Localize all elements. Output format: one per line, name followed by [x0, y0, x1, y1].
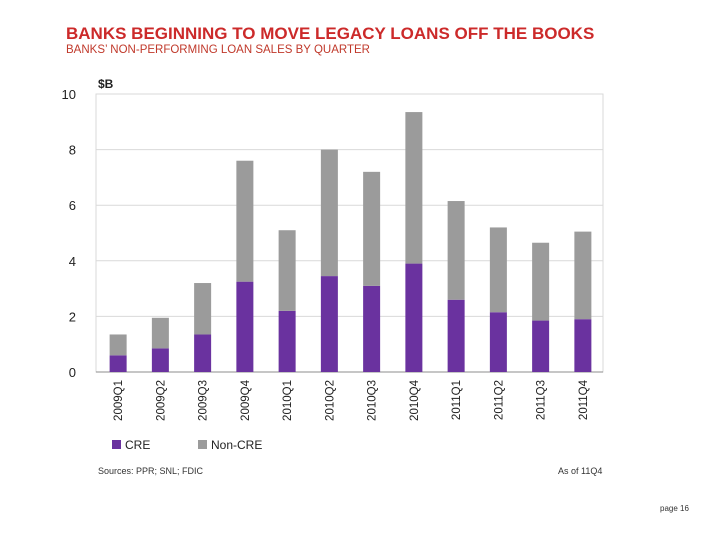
bar-cre [447, 299, 465, 372]
y-tick-label: 4 [69, 254, 76, 269]
page-subtitle: BANKS’ NON-PERFORMING LOAN SALES BY QUAR… [66, 44, 370, 56]
page-title: BANKS BEGINNING TO MOVE LEGACY LOANS OFF… [66, 24, 595, 43]
x-tick-label: 2011Q2 [493, 380, 505, 420]
bar-noncre [109, 334, 127, 356]
bar-noncre [532, 242, 550, 321]
bar-cre [405, 263, 423, 372]
legend-label-cre: CRE [125, 438, 150, 452]
bar-noncre [405, 112, 423, 264]
bar-noncre [236, 160, 254, 282]
plot-frame [95, 93, 604, 373]
chart-grid [95, 93, 604, 373]
y-tick-label: 0 [69, 365, 76, 380]
bar-cre [151, 348, 169, 372]
legend-label-noncre: Non-CRE [211, 438, 262, 452]
bar-noncre [320, 149, 338, 277]
x-tick-label: 2011Q4 [578, 379, 590, 420]
page-number: page 16 [660, 504, 689, 513]
bar-cre [574, 319, 592, 372]
x-tick-label: 2010Q1 [282, 380, 294, 421]
as-of-note: As of 11Q4 [558, 466, 603, 476]
chart-legend: CRE Non-CRE [112, 438, 262, 452]
y-tick-label: 10 [62, 87, 76, 102]
y-tick-label: 2 [69, 309, 76, 324]
x-tick-label: 2010Q2 [324, 380, 336, 421]
y-axis: 0 2 4 6 8 10 [62, 87, 76, 380]
x-tick-label: 2009Q2 [155, 380, 167, 421]
bar-cre [320, 276, 338, 372]
bar-noncre [574, 231, 592, 320]
legend-swatch-cre [112, 440, 121, 449]
y-tick-label: 8 [69, 143, 76, 158]
y-axis-label: $B [98, 77, 114, 91]
bar-cre [532, 320, 550, 372]
bar-cre [236, 281, 254, 372]
bar-cre [363, 285, 381, 372]
bar-noncre [489, 227, 507, 313]
bar-cre [278, 310, 296, 372]
x-tick-label: 2010Q4 [409, 379, 421, 421]
bar-noncre [363, 171, 381, 286]
legend-swatch-noncre [198, 440, 207, 449]
x-tick-label: 2010Q3 [367, 380, 379, 421]
x-tick-label: 2009Q4 [240, 379, 252, 421]
x-tick-label: 2009Q3 [198, 380, 210, 421]
chart-bars [109, 112, 592, 372]
sources-note: Sources: PPR; SNL; FDIC [98, 466, 204, 476]
bar-cre [194, 334, 212, 372]
bar-cre [489, 312, 507, 372]
bar-noncre [151, 317, 169, 349]
x-tick-label: 2011Q3 [536, 380, 548, 420]
bar-noncre [447, 201, 465, 300]
x-tick-label: 2011Q1 [451, 380, 463, 420]
bar-noncre [278, 230, 296, 311]
bar-cre [109, 355, 127, 372]
x-axis: 2009Q1 2009Q2 2009Q3 2009Q4 2010Q1 2010Q2 2010… [113, 379, 590, 421]
x-tick-label: 2009Q1 [113, 380, 125, 421]
bar-noncre [194, 283, 212, 335]
y-tick-label: 6 [69, 198, 76, 213]
